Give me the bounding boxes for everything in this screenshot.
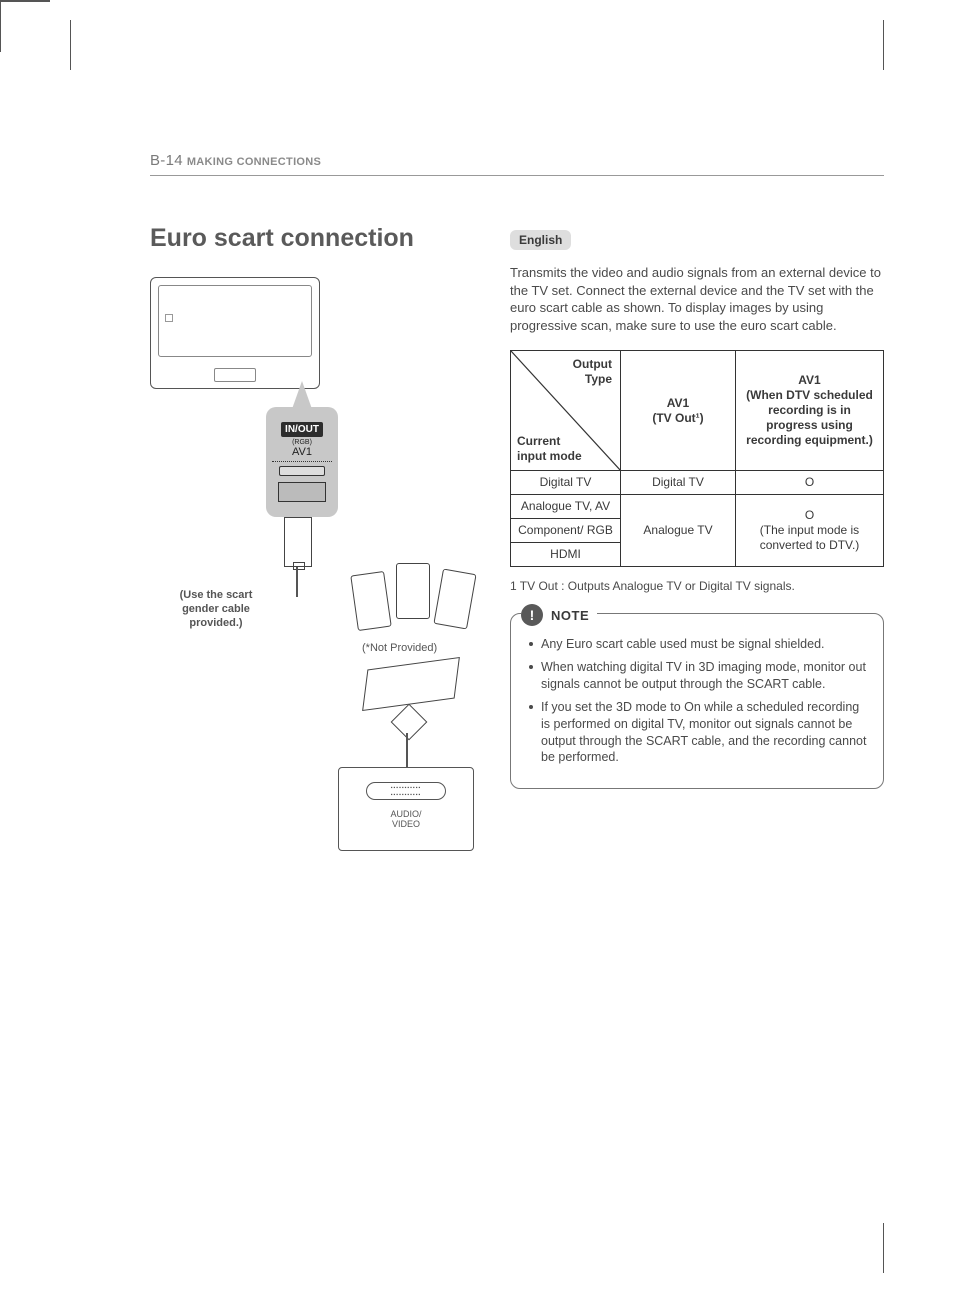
note-item: If you set the 3D mode to On while a sch… [527, 699, 867, 767]
external-device-illustration: ▪▪▪▪▪▪▪▪▪▪▪▪▪▪▪▪▪▪▪▪▪▪ AUDIO/ VIDEO [338, 767, 474, 851]
section-title: Euro scart connection [150, 224, 480, 253]
gender-cable-note: (Use the scart gender cable provided.) [166, 589, 266, 630]
output-type-label: Output Type [573, 357, 612, 387]
crop-mark [70, 20, 71, 70]
table-header-col2: AV1 (TV Out¹) [621, 351, 736, 471]
crop-mark [883, 20, 884, 70]
crop-mark [883, 1223, 884, 1273]
table-cell: Component/ RGB [511, 519, 621, 543]
table-header-col3: AV1 (When DTV scheduled recording is in … [736, 351, 884, 471]
crop-mark [0, 2, 1, 52]
inout-label: IN/OUT [281, 422, 323, 437]
page-number: B-14 [150, 152, 183, 169]
connection-diagram: IN/OUT (RGB) AV1 (Use the scart gender c… [150, 267, 480, 857]
table-cell: Analogue TV [621, 495, 736, 567]
crop-mark [0, 1, 50, 2]
table-cell: Analogue TV, AV [511, 495, 621, 519]
note-item: When watching digital TV in 3D imaging m… [527, 659, 867, 693]
page-header: B-14 MAKING CONNECTIONS [150, 152, 884, 169]
scart-connector-top [284, 517, 312, 567]
table-cell: O (The input mode is converted to DTV.) [736, 495, 884, 567]
page-section: MAKING CONNECTIONS [187, 156, 321, 168]
note-list: Any Euro scart cable used must be signal… [527, 636, 867, 766]
tv-illustration [150, 277, 320, 389]
language-badge: English [510, 230, 571, 250]
device-label: AUDIO/ VIDEO [339, 810, 473, 830]
table-header-diagonal: Output Type Current input mode [511, 351, 621, 471]
table-cell: Digital TV [511, 471, 621, 495]
not-provided-note: (*Not Provided) [362, 642, 437, 654]
table-row: Analogue TV, AV Analogue TV O (The input… [511, 495, 884, 519]
scart-connector-bottom [362, 657, 460, 711]
av-label: AV1 [266, 446, 338, 458]
header-rule [150, 175, 884, 176]
table-cell: O [736, 471, 884, 495]
cable-line [296, 567, 298, 597]
note-icon: ! [521, 604, 543, 626]
intro-paragraph: Transmits the video and audio signals fr… [510, 264, 884, 334]
output-type-table: Output Type Current input mode AV1 (TV O… [510, 350, 884, 567]
rgb-label: (RGB) [266, 439, 338, 446]
input-mode-label: Current input mode [517, 434, 582, 464]
table-row: Digital TV Digital TV O [511, 471, 884, 495]
scart-connector-tip [391, 704, 428, 741]
cable-line [406, 733, 408, 771]
table-footnote: 1 TV Out : Outputs Analogue TV or Digita… [510, 579, 884, 593]
port-callout: IN/OUT (RGB) AV1 [266, 407, 338, 517]
note-title: NOTE [551, 608, 589, 623]
table-cell: Digital TV [621, 471, 736, 495]
device-connector: ▪▪▪▪▪▪▪▪▪▪▪▪▪▪▪▪▪▪▪▪▪▪ [366, 782, 446, 800]
note-item: Any Euro scart cable used must be signal… [527, 636, 867, 653]
note-header: ! NOTE [521, 604, 597, 626]
note-box: ! NOTE Any Euro scart cable used must be… [510, 613, 884, 789]
table-cell: HDMI [511, 543, 621, 567]
